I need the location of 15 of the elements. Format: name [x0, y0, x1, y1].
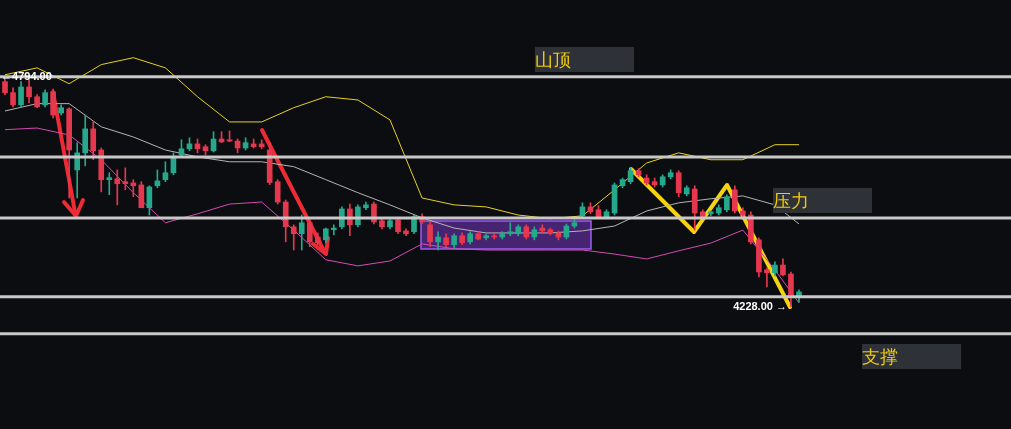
ref-line-label: 压力 [773, 189, 809, 211]
annotation: ←4794.00 [1, 69, 52, 82]
candlestick [507, 222, 514, 237]
candlestick [122, 167, 129, 191]
candlestick [435, 231, 441, 251]
candlestick [331, 224, 337, 236]
candlestick [114, 169, 121, 206]
label-box: 压力 [773, 187, 872, 213]
candlestick [106, 172, 113, 196]
label-box: 山顶 [535, 46, 634, 72]
ref-line-label: 山顶 [535, 48, 571, 70]
annotation: 4228.00 → [733, 299, 787, 312]
candlestick [764, 267, 770, 288]
ref-line-label: 支撑 [862, 345, 898, 367]
label-box: 支撑 [862, 343, 961, 369]
